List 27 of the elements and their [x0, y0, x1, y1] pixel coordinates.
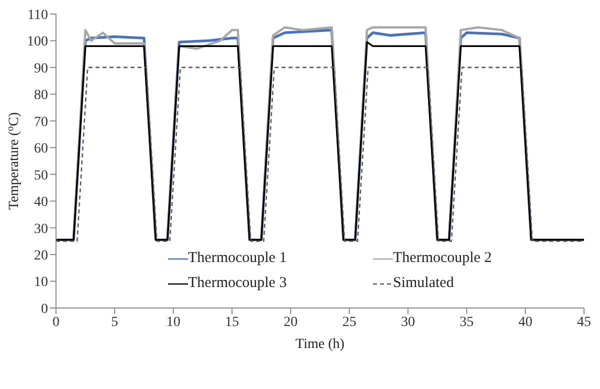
x-tick-label: 35 [460, 314, 474, 330]
y-tick-label: 70 [34, 114, 48, 130]
x-tick-label: 25 [342, 314, 356, 330]
x-tick-label: 20 [284, 314, 298, 330]
x-axis-title: Time (h) [296, 337, 345, 352]
x-tick-label: 15 [225, 314, 239, 330]
y-tick-label: 100 [27, 34, 48, 50]
legend-label: Simulated [393, 275, 454, 292]
x-tick-label: 0 [52, 314, 60, 330]
x-tick-label: 40 [518, 314, 532, 330]
legend-label: Thermocouple 2 [393, 250, 492, 267]
y-tick-label: 30 [34, 222, 48, 237]
y-tick-label: 110 [28, 8, 48, 23]
y-tick-label: 60 [34, 142, 48, 157]
y-tick-label: 10 [34, 275, 48, 290]
legend-label: Thermocouple 1 [188, 250, 287, 267]
x-tick-label: 10 [166, 314, 180, 330]
x-tick-label: 45 [577, 314, 591, 330]
y-tick-label: 40 [34, 195, 48, 210]
x-tick-label: 5 [111, 314, 118, 330]
x-tick-label: 30 [401, 314, 415, 330]
y-tick-label: 50 [34, 168, 48, 184]
y-tick-label: 0 [41, 302, 48, 317]
y-tick-label: 90 [34, 61, 48, 76]
y-tick-label: 80 [34, 88, 48, 104]
y-tick-label: 20 [34, 248, 48, 264]
legend-label: Thermocouple 3 [188, 275, 287, 292]
